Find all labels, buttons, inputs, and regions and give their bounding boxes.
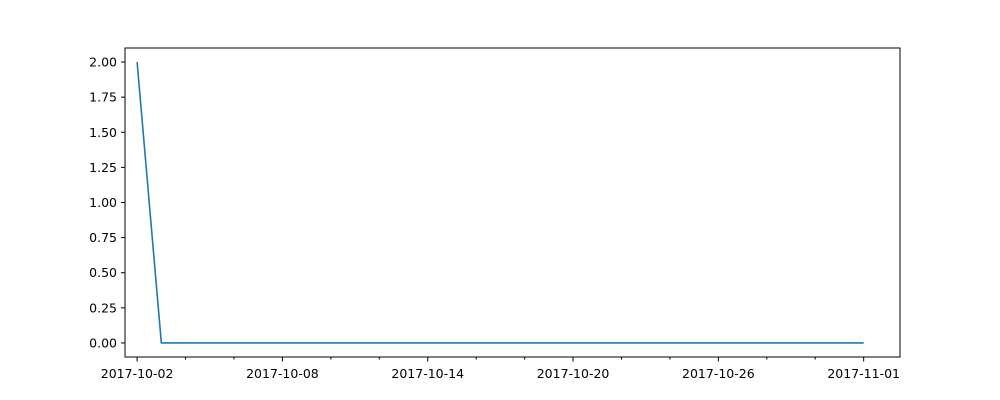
y-tick-label: 1.50 [89,125,117,140]
x-tick-label: 2017-10-20 [537,366,610,381]
y-tick-label: 0.25 [89,300,117,315]
plot-frame [124,47,901,358]
y-tick-label: 1.00 [89,195,117,210]
y-tick-label: 1.25 [89,160,117,175]
y-tick-label: 0.75 [89,230,117,245]
x-tick-label: 2017-10-08 [246,366,319,381]
y-tick-label: 0.50 [89,265,117,280]
x-tick-label: 2017-10-02 [101,366,174,381]
y-tick-label: 1.75 [89,90,117,105]
y-tick-label: 0.00 [89,335,117,350]
y-tick-label: 2.00 [89,55,117,70]
series-line [136,61,864,344]
x-tick-label: 2017-11-01 [827,366,900,381]
series-group [136,61,864,344]
x-tick-label: 2017-10-26 [682,366,755,381]
x-axis: 2017-10-02 2017-10-08 2017-10-14 2017-10-20… [101,357,900,381]
x-tick-label: 2017-10-14 [391,366,464,381]
y-axis: 0.00 0.25 0.50 0.75 1.00 1.25 1.50 1.75 2.00 [89,55,125,350]
